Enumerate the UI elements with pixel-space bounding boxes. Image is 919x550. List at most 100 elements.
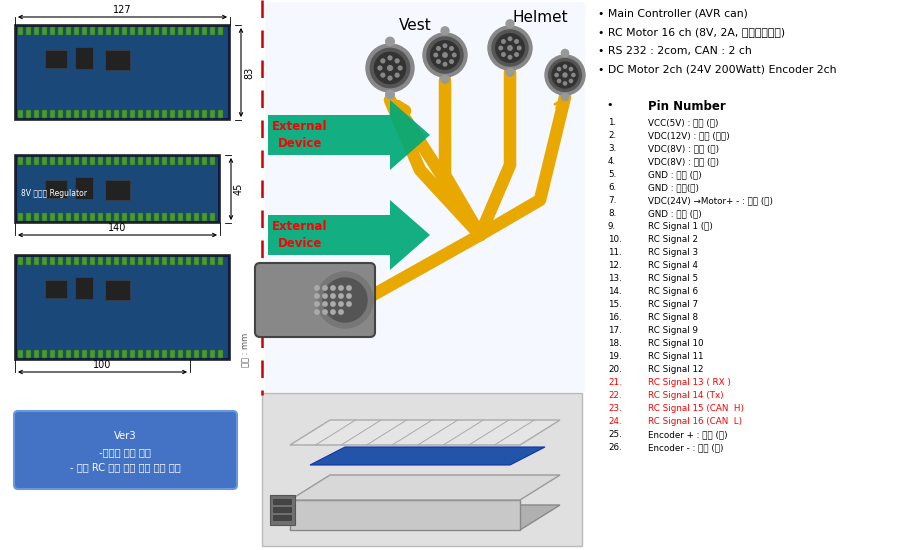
FancyBboxPatch shape (138, 257, 143, 265)
FancyBboxPatch shape (138, 27, 143, 35)
FancyBboxPatch shape (178, 157, 183, 165)
Text: • DC Motor 2ch (24V 200Watt) Encoder 2ch: • DC Motor 2ch (24V 200Watt) Encoder 2ch (598, 65, 836, 75)
FancyBboxPatch shape (26, 257, 31, 265)
Circle shape (563, 73, 567, 77)
Text: Pin Number: Pin Number (648, 100, 726, 113)
FancyBboxPatch shape (50, 213, 55, 221)
Text: 1.: 1. (608, 118, 616, 127)
Text: 23.: 23. (608, 404, 622, 413)
FancyBboxPatch shape (74, 350, 79, 358)
Text: GND : 검정(대): GND : 검정(대) (648, 183, 699, 192)
FancyBboxPatch shape (98, 110, 103, 118)
FancyBboxPatch shape (202, 257, 207, 265)
Circle shape (488, 26, 532, 70)
FancyBboxPatch shape (202, 157, 207, 165)
Text: 9.: 9. (608, 222, 616, 231)
Circle shape (572, 73, 575, 76)
FancyBboxPatch shape (74, 110, 79, 118)
FancyBboxPatch shape (178, 350, 183, 358)
Circle shape (331, 302, 335, 306)
FancyBboxPatch shape (14, 411, 237, 489)
Circle shape (395, 73, 399, 77)
FancyBboxPatch shape (105, 280, 130, 300)
FancyBboxPatch shape (26, 213, 31, 221)
FancyBboxPatch shape (170, 213, 175, 221)
Circle shape (506, 20, 514, 28)
FancyBboxPatch shape (34, 110, 39, 118)
Text: • RC Motor 16 ch (8V, 2A, 독립전원공급): • RC Motor 16 ch (8V, 2A, 독립전원공급) (598, 27, 785, 37)
FancyBboxPatch shape (17, 27, 228, 118)
FancyBboxPatch shape (58, 257, 63, 265)
FancyBboxPatch shape (114, 213, 119, 221)
Circle shape (331, 286, 335, 290)
Circle shape (515, 53, 518, 56)
Polygon shape (268, 100, 430, 170)
FancyBboxPatch shape (122, 350, 127, 358)
Polygon shape (310, 447, 545, 465)
Polygon shape (290, 420, 560, 445)
FancyBboxPatch shape (98, 213, 103, 221)
FancyBboxPatch shape (130, 110, 135, 118)
FancyBboxPatch shape (106, 157, 111, 165)
FancyBboxPatch shape (210, 110, 215, 118)
Circle shape (431, 41, 460, 69)
Text: RC Signal 10: RC Signal 10 (648, 339, 704, 348)
FancyBboxPatch shape (210, 350, 215, 358)
Circle shape (570, 68, 573, 70)
FancyBboxPatch shape (178, 213, 183, 221)
FancyBboxPatch shape (210, 257, 215, 265)
FancyBboxPatch shape (75, 277, 93, 299)
FancyBboxPatch shape (114, 257, 119, 265)
FancyBboxPatch shape (98, 257, 103, 265)
FancyBboxPatch shape (194, 110, 199, 118)
Text: RC Signal 5: RC Signal 5 (648, 274, 698, 283)
Circle shape (339, 302, 343, 306)
Circle shape (346, 294, 351, 298)
Circle shape (443, 53, 448, 57)
FancyBboxPatch shape (66, 350, 71, 358)
Circle shape (323, 286, 327, 290)
FancyBboxPatch shape (34, 257, 39, 265)
FancyBboxPatch shape (82, 213, 87, 221)
Circle shape (323, 302, 327, 306)
FancyBboxPatch shape (146, 257, 151, 265)
FancyBboxPatch shape (273, 507, 291, 512)
FancyBboxPatch shape (42, 157, 47, 165)
Circle shape (317, 272, 373, 328)
Circle shape (508, 37, 512, 41)
Circle shape (315, 294, 319, 298)
FancyBboxPatch shape (186, 350, 191, 358)
Text: 22.: 22. (608, 391, 621, 400)
Circle shape (323, 310, 327, 314)
FancyBboxPatch shape (162, 110, 167, 118)
FancyBboxPatch shape (50, 157, 55, 165)
Circle shape (434, 53, 437, 57)
FancyBboxPatch shape (17, 257, 228, 358)
FancyBboxPatch shape (218, 257, 223, 265)
FancyBboxPatch shape (194, 257, 199, 265)
Text: VCC(5V) : 빨간 (중): VCC(5V) : 빨간 (중) (648, 118, 719, 127)
Text: 19.: 19. (608, 352, 621, 361)
Text: GND : 검정 (대): GND : 검정 (대) (648, 170, 702, 179)
Text: 18.: 18. (608, 339, 622, 348)
FancyBboxPatch shape (66, 157, 71, 165)
FancyBboxPatch shape (130, 257, 135, 265)
Text: •: • (606, 100, 612, 110)
FancyBboxPatch shape (186, 110, 191, 118)
FancyBboxPatch shape (90, 213, 95, 221)
FancyBboxPatch shape (106, 350, 111, 358)
Circle shape (346, 302, 351, 306)
Circle shape (441, 75, 449, 83)
FancyBboxPatch shape (114, 157, 119, 165)
FancyBboxPatch shape (186, 257, 191, 265)
FancyBboxPatch shape (26, 110, 31, 118)
Text: VDC(24V) →Motor+ - : 파란 (대): VDC(24V) →Motor+ - : 파란 (대) (648, 196, 773, 205)
FancyBboxPatch shape (262, 393, 582, 546)
FancyBboxPatch shape (18, 213, 23, 221)
FancyBboxPatch shape (146, 213, 151, 221)
Text: VDC(8V) : 녹색 (대): VDC(8V) : 녹색 (대) (648, 144, 720, 153)
Circle shape (558, 68, 561, 70)
Text: External
Device: External Device (272, 220, 327, 250)
FancyBboxPatch shape (34, 213, 39, 221)
Text: 16.: 16. (608, 313, 621, 322)
